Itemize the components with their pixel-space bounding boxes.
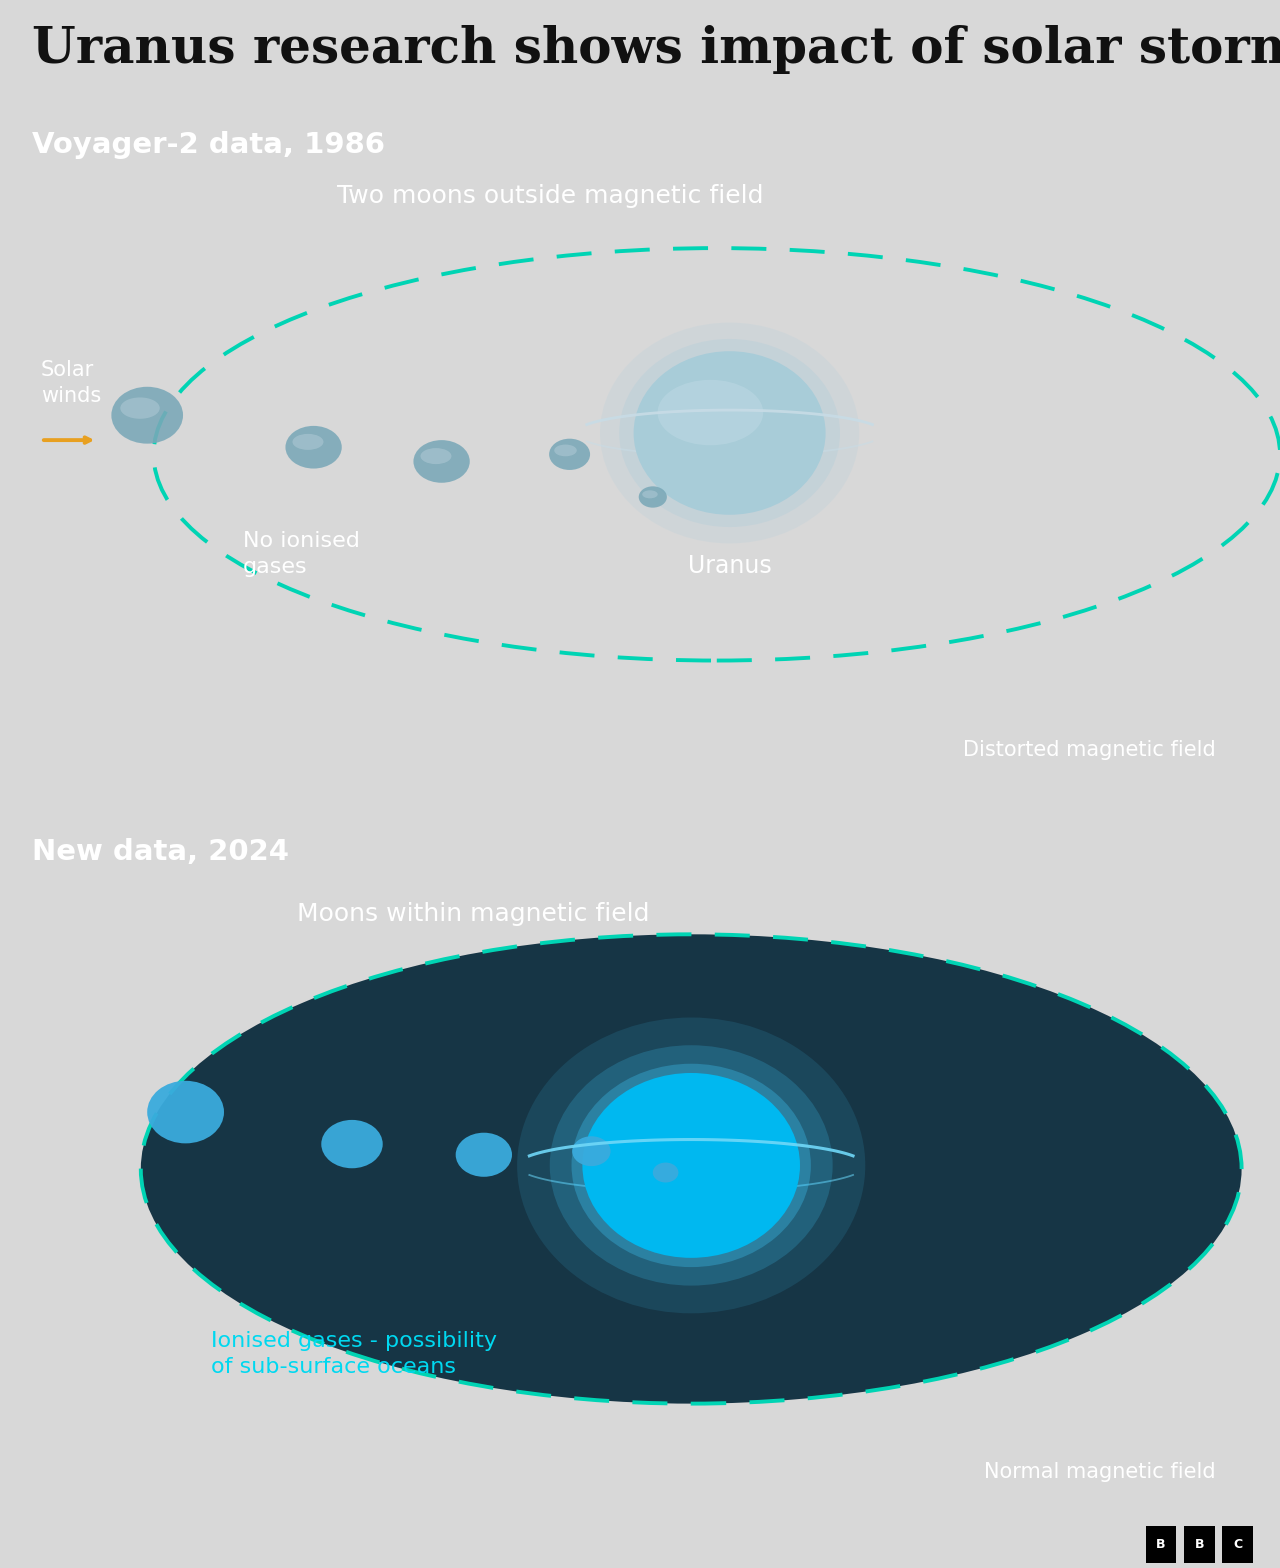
Ellipse shape: [456, 1132, 512, 1178]
Ellipse shape: [620, 339, 840, 527]
Ellipse shape: [111, 387, 183, 444]
Ellipse shape: [285, 426, 342, 469]
Ellipse shape: [554, 445, 577, 456]
Ellipse shape: [571, 1063, 812, 1267]
Ellipse shape: [658, 379, 763, 445]
Ellipse shape: [582, 1073, 800, 1258]
Text: Uranus research shows impact of solar storm: Uranus research shows impact of solar st…: [32, 25, 1280, 74]
Ellipse shape: [643, 491, 658, 499]
Text: Moons within magnetic field: Moons within magnetic field: [297, 902, 650, 927]
FancyBboxPatch shape: [1222, 1526, 1253, 1563]
Text: C: C: [1233, 1538, 1243, 1551]
Text: Distorted magnetic field: Distorted magnetic field: [964, 740, 1216, 760]
Text: No ionised
gases: No ionised gases: [243, 530, 360, 577]
Ellipse shape: [141, 935, 1242, 1403]
Text: Two moons outside magnetic field: Two moons outside magnetic field: [337, 183, 764, 209]
FancyBboxPatch shape: [1146, 1526, 1176, 1563]
Text: Normal magnetic field: Normal magnetic field: [984, 1461, 1216, 1482]
Ellipse shape: [147, 1080, 224, 1143]
Text: Voyager-2 data, 1986: Voyager-2 data, 1986: [32, 130, 385, 158]
Ellipse shape: [634, 351, 826, 514]
FancyBboxPatch shape: [1184, 1526, 1215, 1563]
Ellipse shape: [639, 486, 667, 508]
Ellipse shape: [572, 1137, 611, 1167]
Text: Uranus: Uranus: [687, 554, 772, 579]
Ellipse shape: [653, 1162, 678, 1182]
Ellipse shape: [293, 434, 324, 450]
Text: Ionised gases - possibility
of sub-surface oceans: Ionised gases - possibility of sub-surfa…: [211, 1331, 497, 1377]
Ellipse shape: [517, 1018, 865, 1314]
Ellipse shape: [413, 441, 470, 483]
Text: B: B: [1194, 1538, 1204, 1551]
Ellipse shape: [550, 1046, 833, 1286]
Ellipse shape: [600, 323, 859, 544]
Ellipse shape: [420, 448, 452, 464]
Text: New data, 2024: New data, 2024: [32, 839, 289, 866]
Ellipse shape: [321, 1120, 383, 1168]
Text: B: B: [1156, 1538, 1166, 1551]
Text: Solar
winds: Solar winds: [41, 361, 101, 406]
Ellipse shape: [120, 397, 160, 419]
Ellipse shape: [549, 439, 590, 470]
